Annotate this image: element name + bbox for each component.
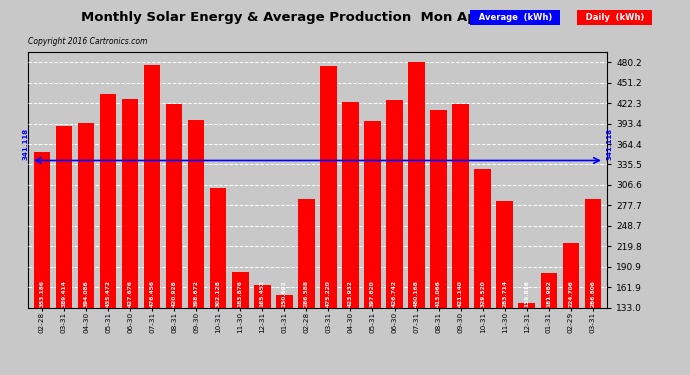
Text: 389.414: 389.414	[61, 280, 66, 307]
Bar	[232, 272, 248, 375]
Text: 353.186: 353.186	[39, 280, 44, 307]
Bar	[342, 102, 359, 375]
Text: 302.128: 302.128	[216, 280, 221, 307]
Bar	[408, 62, 425, 375]
Text: 341.118: 341.118	[23, 128, 29, 160]
Bar	[166, 104, 182, 375]
Bar	[34, 152, 50, 375]
Text: 423.932: 423.932	[348, 280, 353, 307]
Bar	[540, 273, 557, 375]
Bar	[497, 201, 513, 375]
Bar	[100, 94, 117, 375]
Text: 397.620: 397.620	[370, 280, 375, 307]
Bar	[122, 99, 138, 375]
Text: 413.066: 413.066	[436, 280, 441, 307]
Bar	[320, 66, 337, 375]
Text: 165.452: 165.452	[260, 280, 265, 307]
Text: 183.876: 183.876	[238, 280, 243, 307]
Bar	[188, 120, 204, 375]
Bar	[276, 295, 293, 375]
Text: 420.928: 420.928	[172, 280, 177, 307]
Text: 394.086: 394.086	[83, 280, 88, 307]
Text: 329.520: 329.520	[480, 280, 485, 307]
Text: 435.472: 435.472	[106, 280, 110, 307]
Text: 341.118: 341.118	[606, 128, 612, 160]
Bar	[386, 100, 403, 375]
Bar	[475, 169, 491, 375]
Bar	[210, 188, 226, 375]
Text: 426.742: 426.742	[392, 280, 397, 307]
Bar	[562, 243, 579, 375]
Bar	[56, 126, 72, 375]
Bar	[518, 303, 535, 375]
Text: 480.168: 480.168	[414, 280, 419, 307]
Bar	[144, 65, 160, 375]
Bar	[453, 104, 469, 375]
Text: 283.714: 283.714	[502, 280, 507, 307]
Text: Average  (kWh): Average (kWh)	[473, 13, 558, 22]
Text: 427.676: 427.676	[128, 280, 132, 307]
Text: Daily  (kWh): Daily (kWh)	[580, 13, 649, 22]
Text: Monthly Solar Energy & Average Production  Mon Apr 18 19:29: Monthly Solar Energy & Average Productio…	[81, 11, 553, 24]
Text: 475.220: 475.220	[326, 280, 331, 307]
Bar	[298, 199, 315, 375]
Text: 286.806: 286.806	[591, 280, 595, 307]
Text: 224.706: 224.706	[569, 280, 573, 307]
Text: 286.588: 286.588	[304, 280, 309, 307]
Text: 181.982: 181.982	[546, 280, 551, 307]
Text: 139.816: 139.816	[524, 280, 529, 307]
Bar	[78, 123, 95, 375]
Bar	[364, 121, 381, 375]
Bar	[431, 110, 447, 375]
Text: Copyright 2016 Cartronics.com: Copyright 2016 Cartronics.com	[28, 38, 147, 46]
Text: 476.456: 476.456	[150, 280, 155, 307]
Text: 421.140: 421.140	[458, 280, 463, 307]
Bar	[584, 199, 601, 375]
Bar	[254, 285, 270, 375]
Text: 398.672: 398.672	[194, 280, 199, 307]
Text: 150.692: 150.692	[282, 280, 287, 307]
